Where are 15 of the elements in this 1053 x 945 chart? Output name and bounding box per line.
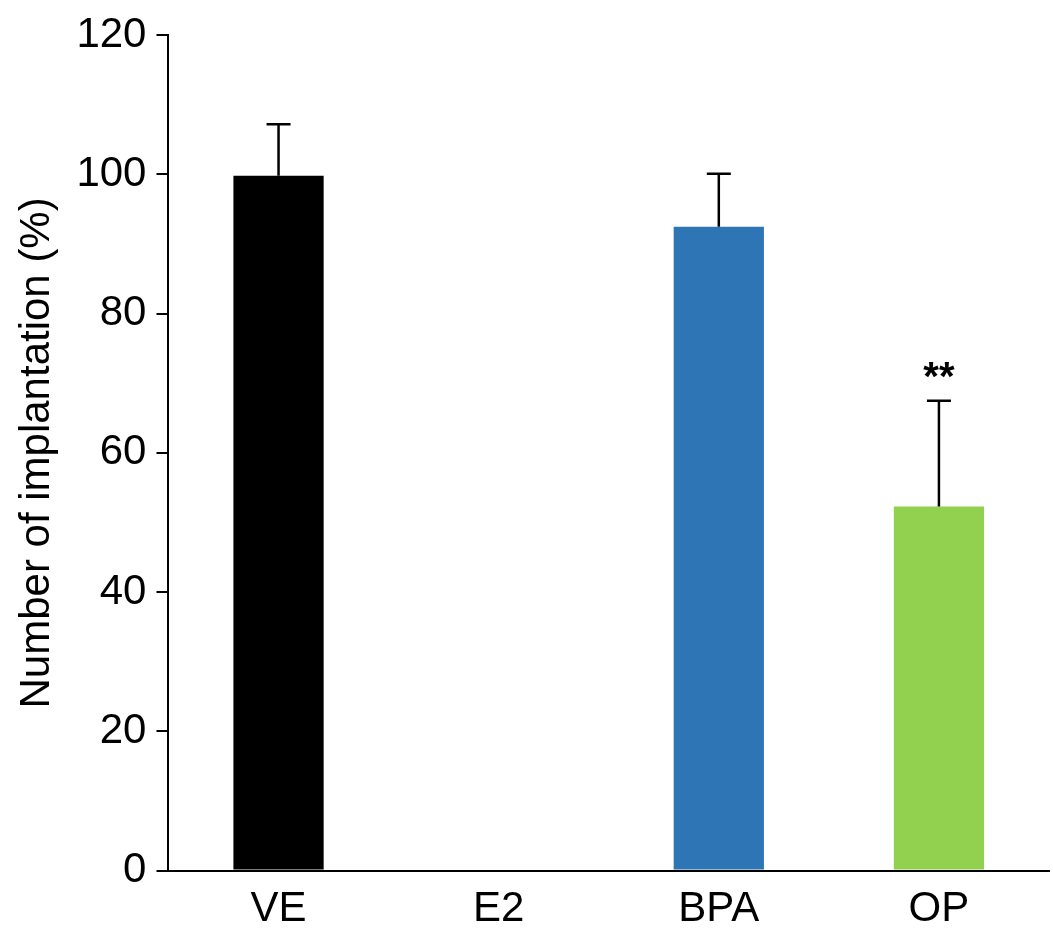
x-tick-label: E2	[472, 883, 525, 931]
y-tick-label: 0	[123, 844, 147, 892]
y-axis-title: Number of implantation (%)	[10, 197, 58, 709]
x-tick-label: BPA	[678, 883, 760, 931]
y-tick-label: 40	[99, 565, 147, 613]
y-tick-label: 60	[99, 426, 147, 474]
bar	[673, 226, 764, 870]
x-tick-label: OP	[908, 883, 970, 931]
y-tick-label: 80	[99, 287, 147, 335]
y-tick-label: 100	[76, 148, 147, 196]
bar	[893, 506, 985, 870]
y-tick-label: 120	[76, 8, 147, 56]
annotation: **	[923, 353, 955, 398]
x-tick-label: VE	[250, 883, 307, 931]
y-tick-label: 20	[99, 704, 147, 752]
